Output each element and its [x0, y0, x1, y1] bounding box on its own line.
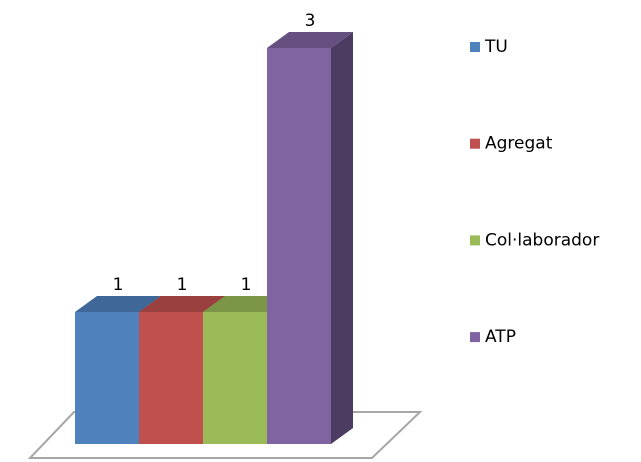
legend-swatch	[470, 42, 480, 52]
bar-top	[139, 296, 225, 312]
legend-label: TU	[484, 37, 508, 57]
legend-label: Agregat	[485, 134, 553, 154]
legend-swatch	[470, 235, 480, 246]
floor	[27, 411, 423, 459]
bar	[139, 312, 203, 444]
data-label: 1	[113, 275, 124, 295]
data-label: 1	[241, 275, 252, 295]
bar-top	[267, 32, 353, 48]
legend-label: Col·laborador	[485, 230, 599, 250]
legend-swatch	[470, 138, 480, 149]
bar	[75, 312, 139, 444]
legend-swatch	[470, 332, 480, 343]
bar-side	[331, 32, 353, 444]
bar	[203, 312, 267, 444]
legend-label: ATP	[485, 327, 516, 347]
data-label: 3	[305, 11, 316, 31]
bar-top	[75, 296, 161, 312]
data-label: 1	[177, 275, 188, 295]
bar	[267, 48, 331, 444]
